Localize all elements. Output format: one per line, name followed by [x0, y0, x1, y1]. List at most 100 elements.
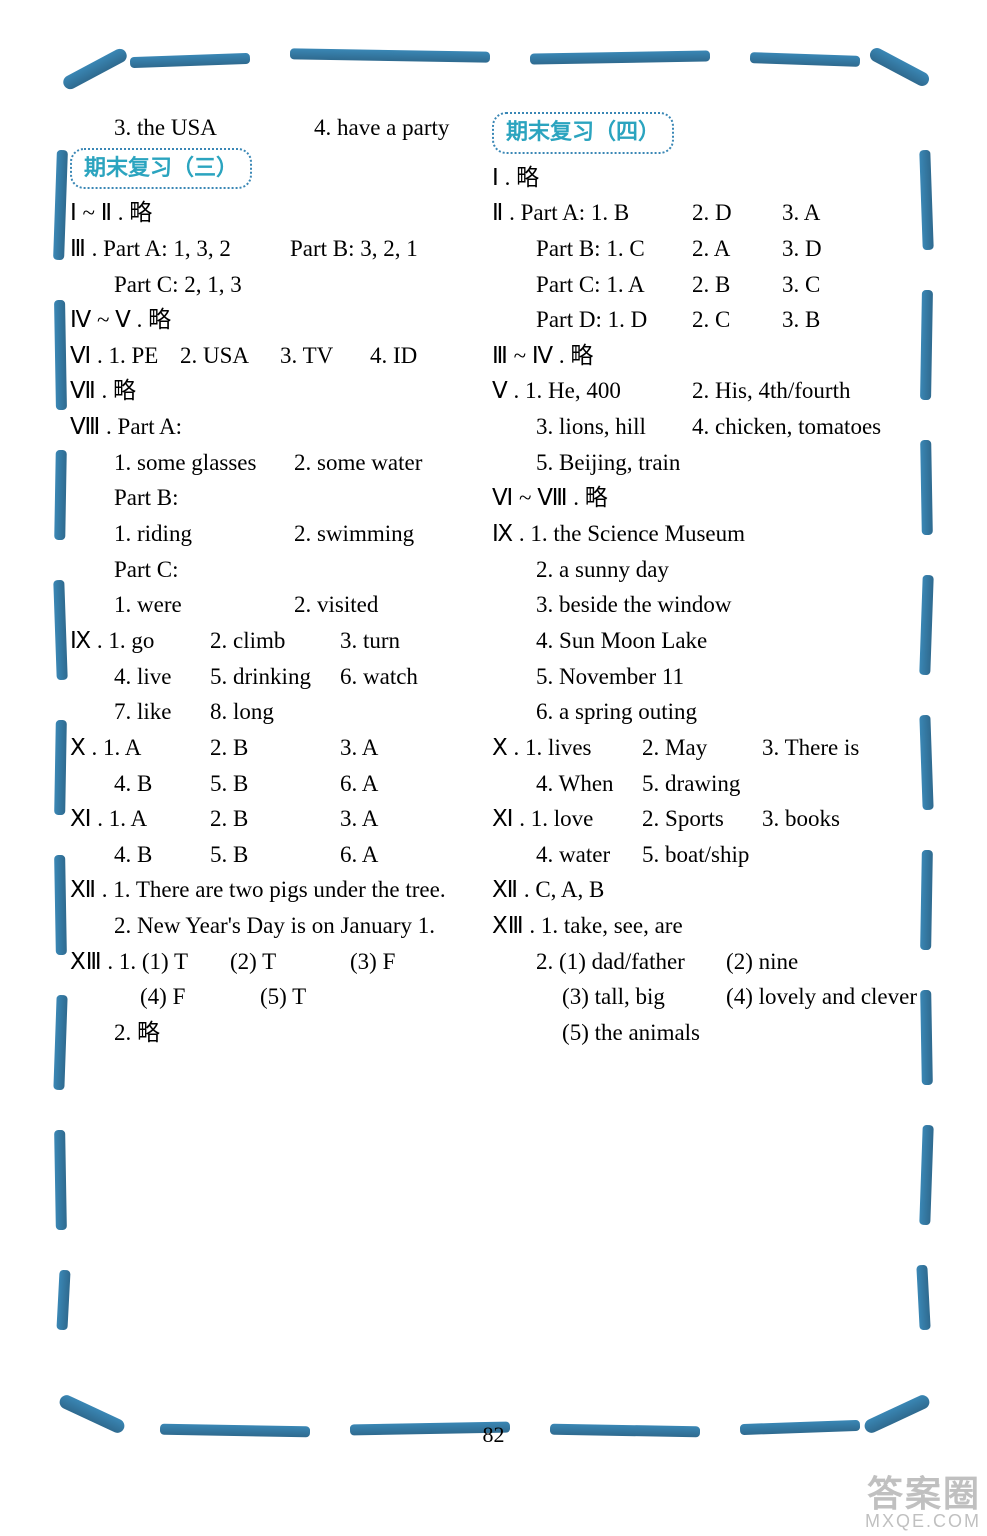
line: 1. some glasses 2. some water: [70, 445, 452, 481]
line: 4. live 5. drinking 6. watch: [70, 659, 452, 695]
text: 1. some glasses: [114, 445, 294, 481]
text: 4. have a party: [314, 110, 449, 146]
line: 2. (1) dad/father (2) nine: [492, 944, 917, 980]
text: 3. lions, hill: [536, 409, 692, 445]
line: (5) the animals: [492, 1015, 917, 1051]
line: 5. November 11: [492, 659, 917, 695]
line: Part C:: [70, 552, 452, 588]
line: Ⅹ . 1. A 2. B 3. A: [70, 730, 452, 766]
text: 7. like: [114, 694, 210, 730]
line: Ⅺ . 1. love 2. Sports 3. books: [492, 801, 917, 837]
text: 6. watch: [340, 659, 418, 695]
line: Ⅹ . 1. lives 2. May 3. There is: [492, 730, 917, 766]
text: (4) F: [140, 979, 260, 1015]
line: Ⅱ . Part A: 1. B 2. D 3. A: [492, 195, 917, 231]
text: (2) T: [230, 944, 350, 980]
text: Ⅴ . 1. He, 400: [492, 373, 692, 409]
text: 4. ID: [370, 338, 417, 374]
left-column: 3. the USA 4. have a party 期末复习（三） Ⅰ ~ Ⅱ…: [70, 110, 452, 1051]
text: 3. the USA: [114, 110, 314, 146]
text: Ⅵ . 1. PE: [70, 338, 180, 374]
line: 2. 略: [70, 1015, 452, 1051]
text: Part C: 1. A: [536, 267, 692, 303]
text: (3) tall, big: [562, 979, 726, 1015]
text: 4. B: [114, 766, 210, 802]
text: 4. water: [536, 837, 642, 873]
line: Ⅻ . C, A, B: [492, 872, 917, 908]
line: ⅩⅢ . 1. take, see, are: [492, 908, 917, 944]
watermark-line2: MXQE.COM: [865, 1512, 981, 1530]
text: Ⅱ . Part A: 1. B: [492, 195, 692, 231]
text: 2. swimming: [294, 516, 414, 552]
text: 2. climb: [210, 623, 340, 659]
text: 2. some water: [294, 445, 422, 481]
line: Ⅷ . Part A:: [70, 409, 452, 445]
text: 2. (1) dad/father: [536, 944, 726, 980]
text: 2. B: [692, 267, 782, 303]
text: 4. B: [114, 837, 210, 873]
line: Ⅸ . 1. the Science Museum: [492, 516, 917, 552]
line: (3) tall, big (4) lovely and clever: [492, 979, 917, 1015]
line: 4. Sun Moon Lake: [492, 623, 917, 659]
text: 3. B: [782, 302, 820, 338]
line: 2. a sunny day: [492, 552, 917, 588]
pill-label: 期末复习（四）: [506, 119, 660, 144]
line: 4. When 5. drawing: [492, 766, 917, 802]
text: 2. D: [692, 195, 782, 231]
line: ⅩⅢ . 1. (1) T (2) T (3) F: [70, 944, 452, 980]
line: Ⅵ . 1. PE 2. USA 3. TV 4. ID: [70, 338, 452, 374]
watermark: 答案圈 MXQE.COM: [865, 1476, 981, 1530]
text: (4) lovely and clever: [726, 979, 917, 1015]
text: 5. drawing: [642, 766, 740, 802]
section-pill-3: 期末复习（三）: [70, 148, 252, 190]
right-column: 期末复习（四） Ⅰ . 略 Ⅱ . Part A: 1. B 2. D 3. A…: [492, 110, 917, 1051]
text: 6. A: [340, 837, 378, 873]
line: (4) F (5) T: [70, 979, 452, 1015]
text: Ⅹ . 1. lives: [492, 730, 642, 766]
line: Ⅰ . 略: [492, 160, 917, 196]
text: 4. live: [114, 659, 210, 695]
text: Ⅹ . 1. A: [70, 730, 210, 766]
watermark-line1: 答案圈: [865, 1476, 981, 1512]
text: 4. When: [536, 766, 642, 802]
line: 4. B 5. B 6. A: [70, 766, 452, 802]
line: Part C: 2, 1, 3: [70, 267, 452, 303]
text: 3. D: [782, 231, 822, 267]
line: Ⅲ ~ Ⅳ . 略: [492, 338, 917, 374]
line: Part B:: [70, 480, 452, 516]
line: 5. Beijing, train: [492, 445, 917, 481]
text: Ⅸ . 1. go: [70, 623, 210, 659]
line: 4. water 5. boat/ship: [492, 837, 917, 873]
text: Part B: 1. C: [536, 231, 692, 267]
text: 2. May: [642, 730, 762, 766]
line: Ⅳ ~ Ⅴ . 略: [70, 302, 452, 338]
text: (5) T: [260, 979, 306, 1015]
text: 4. chicken, tomatoes: [692, 409, 881, 445]
line: Ⅰ ~ Ⅱ . 略: [70, 195, 452, 231]
text: 5. drinking: [210, 659, 340, 695]
text: 1. were: [114, 587, 294, 623]
text: 3. turn: [340, 623, 400, 659]
line: 4. B 5. B 6. A: [70, 837, 452, 873]
line: Ⅻ . 1. There are two pigs under the tree…: [70, 872, 452, 908]
line: Ⅸ . 1. go 2. climb 3. turn: [70, 623, 452, 659]
text: 2. Sports: [642, 801, 762, 837]
section-pill-4: 期末复习（四）: [492, 112, 674, 154]
text: 3. A: [340, 801, 378, 837]
line: Part D: 1. D 2. C 3. B: [492, 302, 917, 338]
text: 3. books: [762, 801, 840, 837]
text: 2. USA: [180, 338, 280, 374]
text: 2. B: [210, 730, 340, 766]
page: 3. the USA 4. have a party 期末复习（三） Ⅰ ~ Ⅱ…: [0, 0, 987, 1536]
line: 3. the USA 4. have a party: [70, 110, 452, 146]
line: Ⅴ . 1. He, 400 2. His, 4th/fourth: [492, 373, 917, 409]
text: 1. riding: [114, 516, 294, 552]
line: Ⅲ . Part A: 1, 3, 2 Part B: 3, 2, 1: [70, 231, 452, 267]
page-number: 82: [0, 1422, 987, 1448]
text: 2. A: [692, 231, 782, 267]
text: (3) F: [350, 944, 395, 980]
text: 2. B: [210, 801, 340, 837]
line: Ⅺ . 1. A 2. B 3. A: [70, 801, 452, 837]
text: 2. C: [692, 302, 782, 338]
text: ⅩⅢ . 1. (1) T: [70, 944, 230, 980]
